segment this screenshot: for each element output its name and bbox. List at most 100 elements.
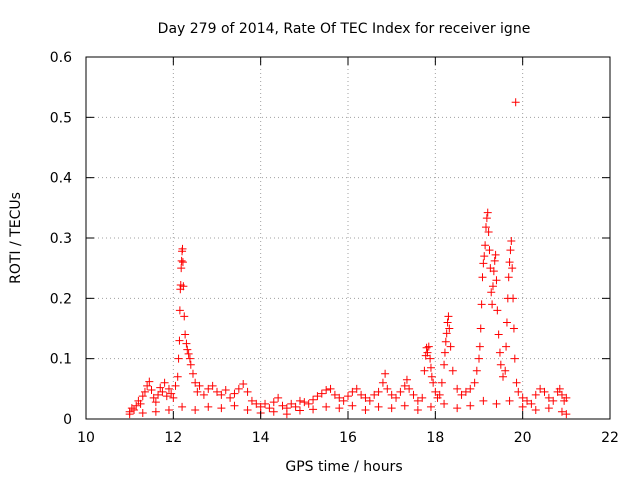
data-point: [512, 378, 521, 387]
data-point: [191, 405, 200, 414]
data-point: [234, 384, 243, 393]
x-tick-label: 20: [514, 430, 532, 446]
data-point: [485, 246, 494, 255]
data-point: [322, 402, 331, 411]
data-point: [243, 405, 252, 414]
data-point: [544, 393, 553, 402]
data-point: [426, 363, 435, 372]
data-point: [156, 383, 165, 392]
data-point: [278, 401, 287, 410]
data-point: [499, 372, 508, 381]
data-point: [544, 404, 553, 413]
data-point: [309, 405, 318, 414]
data-point: [226, 393, 235, 402]
data-point: [243, 387, 252, 396]
data-point: [400, 381, 409, 390]
data-point: [217, 390, 226, 399]
data-point: [506, 246, 515, 255]
data-point: [409, 390, 418, 399]
data-point: [511, 98, 520, 107]
data-point: [344, 392, 352, 401]
data-point: [518, 393, 527, 402]
data-point: [365, 396, 374, 405]
data-point: [330, 390, 339, 399]
data-point: [396, 387, 405, 396]
data-point: [445, 324, 454, 333]
data-point: [184, 349, 193, 358]
data-point: [174, 354, 183, 363]
data-point: [177, 256, 186, 265]
data-point: [536, 384, 545, 393]
data-point: [217, 404, 226, 413]
data-point: [352, 384, 361, 393]
data-point: [413, 396, 422, 405]
data-point: [186, 360, 195, 369]
y-tick-label: 0.5: [50, 110, 72, 126]
data-point: [145, 377, 154, 386]
data-point: [479, 396, 488, 405]
data-point: [509, 294, 518, 303]
data-point: [505, 396, 514, 405]
data-point: [507, 237, 516, 246]
data-point: [378, 378, 387, 387]
data-point: [154, 390, 163, 399]
data-point: [178, 402, 187, 411]
data-point: [357, 390, 366, 399]
data-point: [424, 342, 433, 351]
data-point: [490, 256, 499, 265]
data-point: [387, 404, 396, 413]
data-point: [160, 378, 169, 387]
data-point: [173, 372, 182, 381]
data-point: [481, 223, 490, 232]
grid: [86, 57, 610, 419]
data-point: [420, 366, 429, 375]
data-point: [466, 384, 475, 393]
data-point: [282, 410, 291, 419]
data-point: [171, 381, 180, 390]
y-tick-label: 0.3: [50, 231, 72, 247]
data-point: [495, 348, 504, 357]
data-point: [531, 405, 540, 414]
data-point: [339, 396, 348, 405]
data-point: [180, 312, 189, 321]
x-tick-label: 10: [77, 430, 95, 446]
data-point: [295, 396, 304, 405]
data-point: [487, 288, 496, 297]
data-point: [472, 366, 481, 375]
data-point: [484, 227, 493, 236]
data-point: [557, 390, 566, 399]
data-point: [348, 401, 357, 410]
data-point: [370, 390, 379, 399]
data-point: [453, 384, 462, 393]
data-point: [191, 378, 200, 387]
data-point: [488, 300, 497, 309]
data-point: [335, 393, 344, 402]
data-point: [204, 384, 213, 393]
data-point: [178, 244, 187, 253]
data-point: [252, 399, 261, 408]
data-point: [179, 282, 188, 291]
data-point: [195, 381, 204, 390]
data-point: [138, 408, 147, 417]
y-tick-label: 0: [63, 412, 72, 428]
data-point: [504, 273, 513, 282]
data-point: [169, 393, 178, 402]
data-point: [523, 396, 532, 405]
data-point: [295, 406, 304, 415]
data-point: [437, 378, 446, 387]
data-point: [435, 390, 444, 399]
data-point: [446, 342, 455, 351]
data-point: [427, 372, 436, 381]
data-point: [309, 395, 318, 404]
data-point: [381, 369, 390, 378]
data-point: [326, 384, 335, 393]
data-point: [140, 387, 149, 396]
data-point: [177, 264, 186, 273]
data-point: [204, 402, 213, 411]
data-point: [175, 336, 184, 345]
data-point: [158, 387, 167, 396]
data-point: [562, 393, 571, 402]
data-point: [162, 392, 171, 401]
data-point: [300, 398, 309, 407]
